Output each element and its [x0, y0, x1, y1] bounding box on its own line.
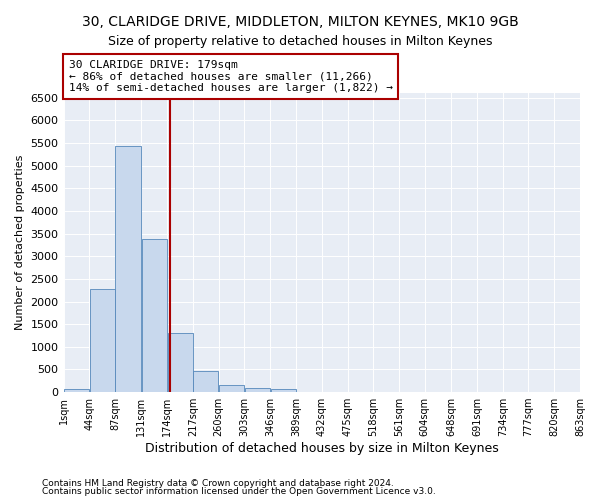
Bar	[219, 384, 244, 392]
Bar	[142, 239, 167, 392]
Bar	[245, 388, 270, 392]
Bar	[115, 146, 141, 392]
Bar	[64, 388, 89, 392]
Bar	[167, 333, 193, 392]
Bar	[89, 290, 115, 392]
Text: 30, CLARIDGE DRIVE, MIDDLETON, MILTON KEYNES, MK10 9GB: 30, CLARIDGE DRIVE, MIDDLETON, MILTON KE…	[82, 15, 518, 29]
X-axis label: Distribution of detached houses by size in Milton Keynes: Distribution of detached houses by size …	[145, 442, 499, 455]
Text: Size of property relative to detached houses in Milton Keynes: Size of property relative to detached ho…	[108, 35, 492, 48]
Text: 30 CLARIDGE DRIVE: 179sqm
← 86% of detached houses are smaller (11,266)
14% of s: 30 CLARIDGE DRIVE: 179sqm ← 86% of detac…	[69, 60, 393, 93]
Text: Contains HM Land Registry data © Crown copyright and database right 2024.: Contains HM Land Registry data © Crown c…	[42, 478, 394, 488]
Y-axis label: Number of detached properties: Number of detached properties	[15, 155, 25, 330]
Bar	[193, 370, 218, 392]
Bar	[271, 389, 296, 392]
Text: Contains public sector information licensed under the Open Government Licence v3: Contains public sector information licen…	[42, 487, 436, 496]
